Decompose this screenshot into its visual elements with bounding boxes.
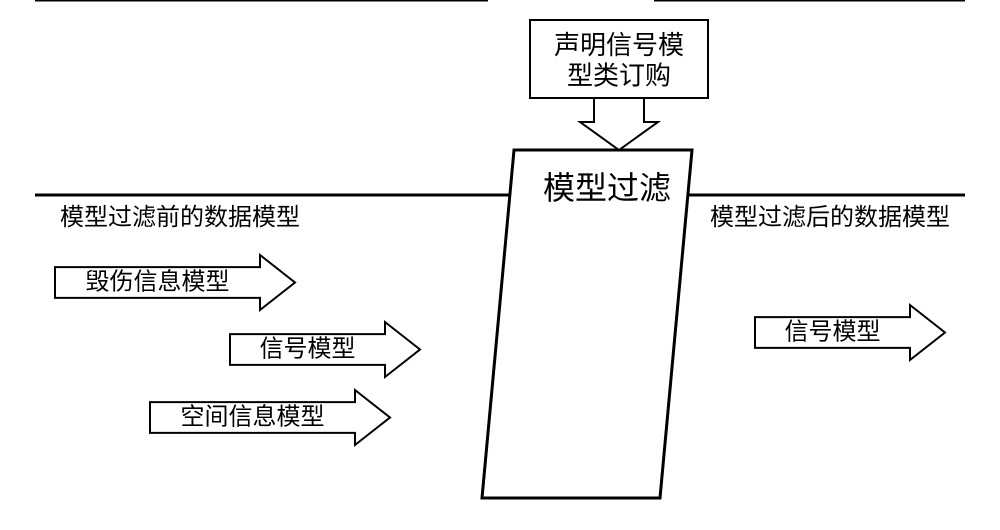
signal_out-label: 信号模型 (785, 319, 881, 346)
damage: 毁伤信息模型 (55, 255, 295, 310)
space-label: 空间信息模型 (181, 404, 325, 431)
signal_in: 信号模型 (230, 322, 420, 377)
left-title: 模型过滤前的数据模型 (60, 204, 300, 231)
signal_in-label: 信号模型 (260, 336, 356, 363)
right-title: 模型过滤后的数据模型 (710, 204, 950, 231)
signal_out: 信号模型 (755, 305, 945, 360)
damage-label: 毁伤信息模型 (86, 269, 230, 296)
declare-label-2: 型类订购 (567, 62, 671, 91)
declare-label-1: 声明信号模 (554, 31, 684, 60)
down-arrow-icon (580, 98, 658, 150)
space: 空间信息模型 (150, 390, 390, 445)
filter-label: 模型过滤 (543, 170, 671, 206)
